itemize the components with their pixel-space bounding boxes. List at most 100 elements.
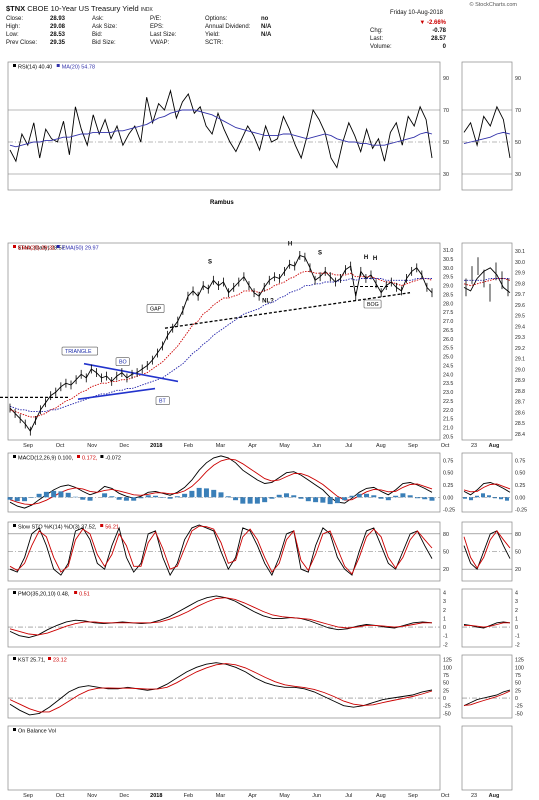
- side-price-tick: 29.7: [515, 292, 525, 298]
- side-panel-frame: [461, 725, 513, 791]
- side-series-line: [463, 689, 511, 707]
- side-y-tick-label: 0: [515, 696, 518, 702]
- quote-label: SCTR:: [205, 40, 223, 46]
- legend-label: RSI(14) 40.40: [18, 65, 52, 71]
- histogram-bar: [349, 495, 355, 498]
- legend-swatch: [13, 245, 16, 248]
- legend-label: KST 25.71,: [18, 658, 46, 664]
- histogram-bar: [145, 495, 151, 498]
- legend-swatch: [13, 728, 16, 731]
- y-tick-label: 0.00: [443, 495, 453, 501]
- legend-swatch: [100, 455, 104, 458]
- quote-mid: Ask: Ask Size: Bid: Bid Size:: [92, 15, 132, 47]
- histogram-bar: [131, 497, 137, 501]
- histogram-bar: [211, 489, 217, 498]
- side-y-tick-label: 4: [515, 590, 518, 596]
- series-line: [9, 525, 433, 575]
- side-price-tick: 28.5: [515, 421, 525, 427]
- x-tick-label: Oct: [441, 443, 450, 449]
- legend-label: 0.51: [79, 592, 90, 598]
- histogram-bar: [247, 497, 253, 504]
- symbol: $TNX: [6, 4, 26, 13]
- y-tick-label: 100: [443, 665, 452, 671]
- quote-value: N/A: [261, 24, 272, 30]
- side-price-tick: 29.1: [515, 357, 525, 363]
- histogram-bar: [182, 493, 188, 498]
- series-line: [9, 278, 432, 413]
- y-tick-label: 25.5: [443, 346, 453, 352]
- y-tick-label: 27.5: [443, 310, 453, 316]
- histogram-bar: [14, 497, 20, 502]
- quote-label: Chg:: [370, 28, 383, 34]
- quote-label: P/E:: [150, 16, 162, 22]
- quote-row: Close: 28.93: [6, 15, 76, 23]
- x-tick-label: May: [279, 793, 290, 799]
- side-price-tick: 29.6: [515, 303, 525, 309]
- panel-frame: [7, 654, 441, 719]
- quote-left: Close: 28.93 High: 29.08 Low: 28.53 Prev Close…: [6, 15, 76, 47]
- triangle-upper: [83, 362, 179, 383]
- x-tick-label: Nov: [87, 443, 97, 449]
- legend-label: $TNX (Daily) 28.57: [18, 246, 65, 252]
- y-tick-label: 22.5: [443, 399, 453, 405]
- histogram-bar: [305, 497, 311, 502]
- legend-swatch: [48, 657, 51, 660]
- histogram-bar: [22, 497, 28, 502]
- quote-row: P/E:: [150, 15, 190, 23]
- side-y-tick-label: 0.25: [515, 483, 525, 489]
- histogram-bar: [225, 496, 231, 498]
- x-tick-label: Jun: [312, 443, 321, 449]
- callout-label: BO: [119, 360, 127, 366]
- y-tick-label: 26.0: [443, 337, 453, 343]
- quote-label: High:: [6, 24, 21, 30]
- y-tick-label: 50: [443, 140, 449, 146]
- histogram-bar: [109, 496, 115, 498]
- histogram-bar: [393, 495, 399, 498]
- y-tick-label: 30.5: [443, 257, 453, 263]
- legend-swatch: [56, 245, 60, 248]
- quote-value: 29.35: [50, 40, 66, 46]
- side-price-tick: 29.2: [515, 346, 525, 352]
- y-tick-label: 27.0: [443, 319, 453, 325]
- side-y-tick-label: 70: [515, 108, 521, 114]
- series-line: [9, 254, 433, 432]
- y-tick-label: -50: [443, 711, 451, 717]
- y-tick-label: 31.0: [443, 248, 453, 254]
- histogram-bar: [196, 487, 202, 498]
- side-x-tick-label: Aug: [489, 443, 500, 449]
- histogram-bar: [269, 497, 275, 499]
- series-line: [9, 455, 433, 509]
- legend-label: PMO(35,20,10) 0.48,: [18, 592, 70, 598]
- legend-swatch: [77, 455, 80, 458]
- histogram-bar: [167, 497, 173, 499]
- y-tick-label: 28.0: [443, 301, 453, 307]
- side-histogram-bar: [487, 495, 491, 498]
- series-line: [9, 270, 433, 418]
- side-histogram-bar: [463, 497, 467, 499]
- quote-row: Ask Size:: [92, 23, 132, 31]
- quote-row: Low: 28.53: [6, 31, 76, 39]
- side-y-tick-label: 30: [515, 172, 521, 178]
- side-y-tick-label: -2: [515, 642, 520, 648]
- x-tick-label: Jun: [312, 793, 321, 799]
- legend-swatch: [56, 64, 60, 67]
- side-x-tick-label: Aug: [489, 793, 500, 799]
- quote-value: 28.93: [50, 16, 66, 22]
- side-histogram-bar: [469, 497, 473, 501]
- histogram-bar: [429, 497, 435, 501]
- legend-swatch: [13, 524, 16, 527]
- side-price-tick: 29.9: [515, 271, 525, 277]
- histogram-bar: [7, 497, 13, 500]
- legend-swatch: [13, 455, 16, 458]
- y-tick-label: 22.0: [443, 408, 453, 414]
- histogram-bar: [189, 490, 195, 498]
- callout-label: GAP: [150, 306, 162, 312]
- y-tick-label: 125: [443, 658, 452, 664]
- side-panel-frame: [461, 61, 513, 191]
- side-price-tick: 30.0: [515, 260, 525, 266]
- histogram-bar: [313, 497, 319, 503]
- quote-value: 0: [442, 44, 446, 50]
- callout-box: [61, 346, 98, 356]
- side-y-tick-label: 0.50: [515, 471, 525, 477]
- y-tick-label: 23.5: [443, 381, 453, 387]
